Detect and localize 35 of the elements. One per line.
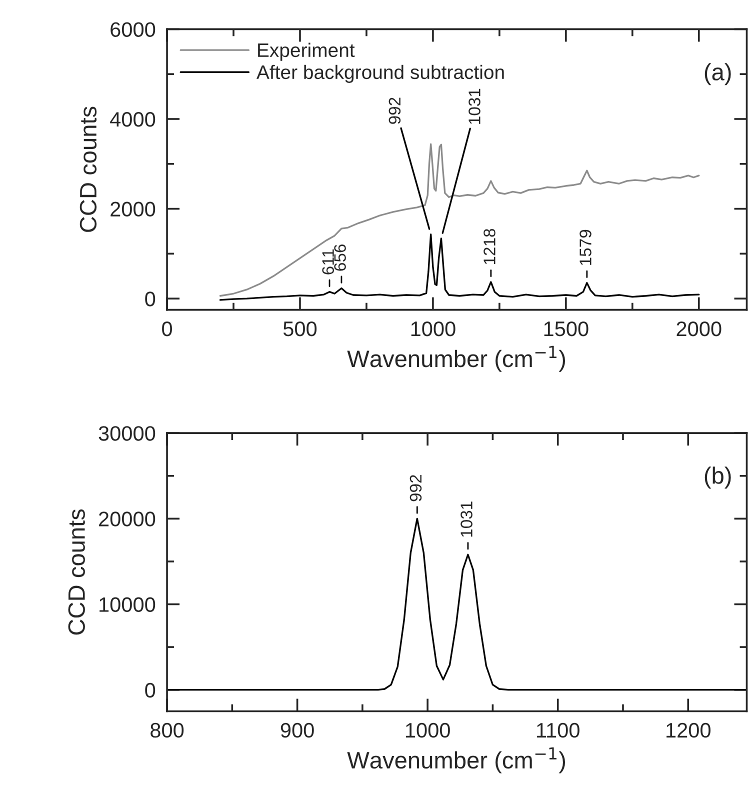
y-tick-label: 6000 — [110, 22, 156, 37]
annotation: 1218 — [484, 228, 496, 264]
x-tick-label: 1500 — [544, 321, 588, 336]
y-axis-title: CCD counts — [80, 106, 97, 232]
y-tick-label: 30000 — [98, 426, 156, 441]
y-tick-label: 0 — [145, 682, 156, 698]
x-tick-label: 900 — [280, 722, 314, 738]
y-tick-label: 2000 — [110, 202, 156, 217]
annotation: 1031 — [468, 88, 480, 124]
x-tick-label: 0 — [162, 321, 172, 336]
annotation: (a) — [704, 63, 731, 86]
annotation: 1579 — [580, 230, 592, 265]
y-axis-title: CCD counts — [68, 509, 85, 635]
annotation: (b) — [704, 466, 731, 489]
x-tick-label: 1000 — [406, 722, 450, 738]
x-tick-label: 500 — [283, 321, 317, 336]
annotation: 611 — [322, 249, 334, 274]
x-tick-label: 800 — [150, 722, 184, 738]
x-tick-label: 1100 — [537, 722, 580, 738]
x-axis-title: Wavenumber (cm$^{−1}$) — [347, 346, 566, 372]
line-series — [219, 143, 700, 297]
y-tick-label: 10000 — [100, 597, 156, 612]
y-tick-label: 0 — [145, 292, 156, 306]
annotation: 992 — [388, 98, 401, 124]
x-tick-label: 2000 — [676, 321, 722, 336]
annotation: 656 — [334, 244, 346, 271]
y-tick-label: 4000 — [110, 112, 156, 127]
x-axis-title: Wavenumber (cm$^{−1}$) — [347, 747, 566, 774]
annotation: 992 — [410, 475, 422, 502]
legend-label: After background subtraction — [256, 64, 504, 83]
legend-label: Experiment — [258, 42, 355, 61]
x-tick-label: 1200 — [666, 722, 710, 738]
y-tick-label: 20000 — [99, 512, 156, 526]
annotation: 1031 — [460, 502, 472, 537]
x-tick-label: 1000 — [411, 321, 456, 336]
